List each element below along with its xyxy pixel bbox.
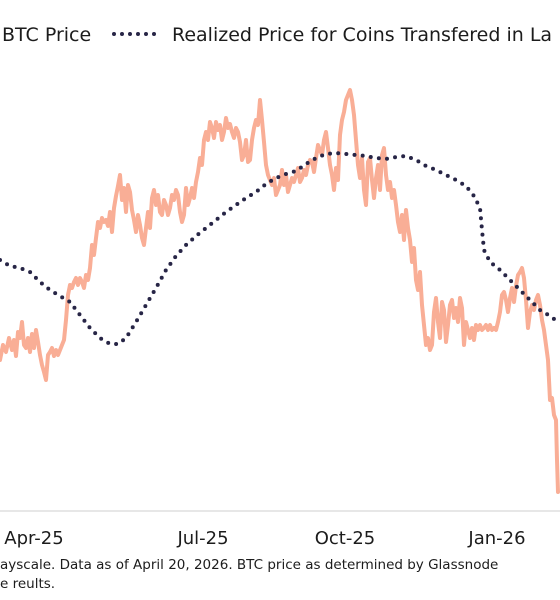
- realized-price-series-line: [0, 150, 560, 346]
- x-axis: Apr-25 Jul-25 Oct-25 Jan-26: [4, 528, 525, 549]
- legend: BTC Price Realized Price for Coins Trans…: [2, 24, 552, 46]
- legend-realized-label: Realized Price for Coins Transfered in L…: [172, 24, 552, 46]
- x-tick-label: Apr-25: [4, 528, 63, 549]
- source-note-line-2: e reults.: [0, 576, 56, 592]
- legend-btc-label: BTC Price: [2, 24, 91, 46]
- btc-price-series-line: [0, 88, 560, 494]
- source-note-line-1: ayscale. Data as of April 20, 2026. BTC …: [0, 557, 499, 573]
- x-tick-label: Jul-25: [176, 528, 228, 549]
- series-layer: [0, 88, 560, 494]
- x-tick-label: Oct-25: [315, 528, 376, 549]
- x-tick-label: Jan-26: [467, 528, 525, 549]
